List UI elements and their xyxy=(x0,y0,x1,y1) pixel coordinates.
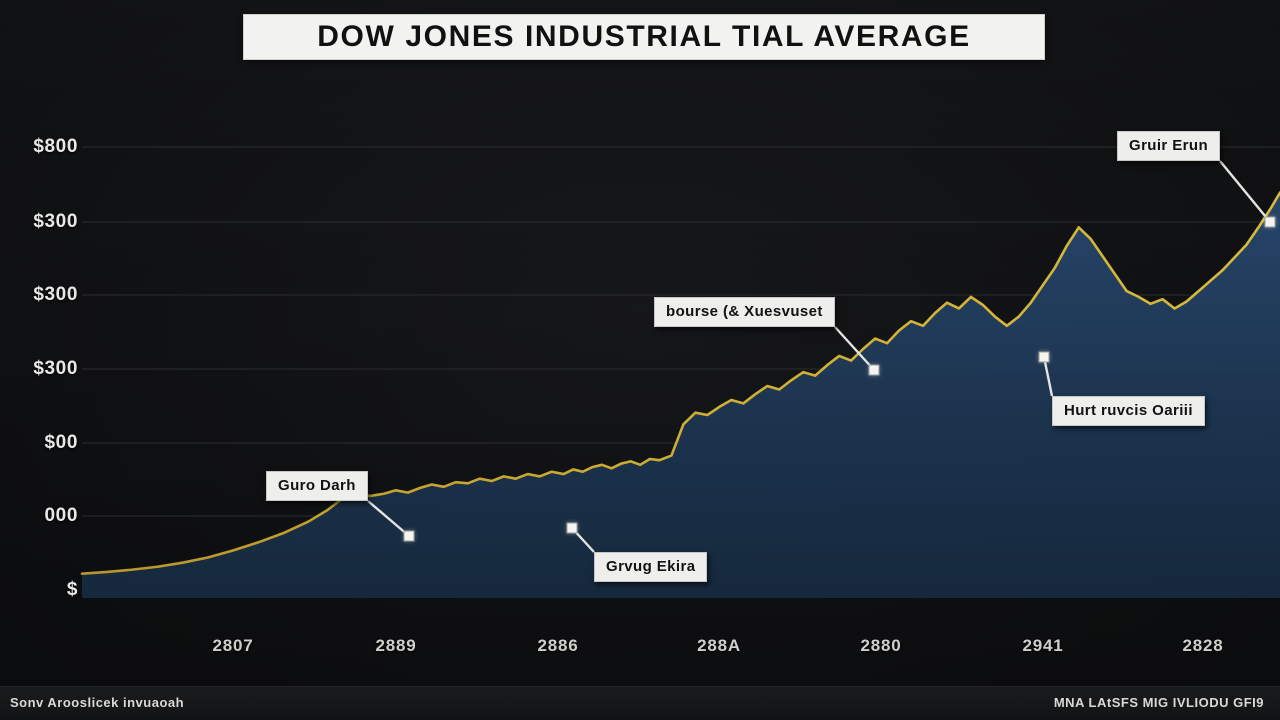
x-axis-tick-label: 2889 xyxy=(375,636,417,655)
area-fill xyxy=(82,192,1280,598)
annotation-hurt-rivals[interactable]: Hurt ruvcis Oariii xyxy=(1052,396,1205,426)
y-axis-tick-label: $300 xyxy=(33,211,78,232)
annotation-gruir-erun[interactable]: Gruir Erun xyxy=(1117,131,1221,161)
footer-source-text: Sonv Arooslicek invuaoah xyxy=(10,695,185,710)
annotation-euro-dark[interactable]: Guro Darh xyxy=(266,471,368,501)
annotation-marker-dot[interactable] xyxy=(868,364,880,376)
x-axis-tick-label: 2886 xyxy=(537,636,579,655)
chart-title-box: DOW JONES INDUSTRIAL TIAL AVERAGE xyxy=(243,14,1045,60)
y-axis-tick-label: $800 xyxy=(33,136,78,157)
y-axis-tick-label: $300 xyxy=(33,284,78,305)
y-axis-tick-label: $300 xyxy=(33,358,78,379)
chart-svg xyxy=(80,146,1280,598)
x-axis-tick-label: 2807 xyxy=(212,636,254,655)
footer-note-text: MNA LAtSFS MIG IVLIODU GFI9 xyxy=(1053,695,1264,710)
x-axis-tick-label: 2941 xyxy=(1022,636,1064,655)
annotation-marker-dot[interactable] xyxy=(566,522,578,534)
footer-bar: Sonv Arooslicek invuaoah MNA LAtSFS MIG … xyxy=(0,686,1280,720)
annotation-bourse[interactable]: bourse (& Xuesvuset xyxy=(654,297,835,327)
y-axis-tick-label: $ xyxy=(66,579,78,600)
annotation-marker-dot[interactable] xyxy=(403,530,415,542)
x-axis-tick-label: 2880 xyxy=(860,636,902,655)
y-axis-tick-label: $00 xyxy=(44,432,78,453)
data-line xyxy=(80,191,1280,575)
annotation-crude-extra[interactable]: Grvug Ekira xyxy=(594,552,708,582)
y-axis-tick-label: 000 xyxy=(44,505,78,526)
annotation-marker-dot[interactable] xyxy=(1038,351,1050,363)
x-axis-tick-label: 2828 xyxy=(1182,636,1224,655)
plot-area xyxy=(80,100,1280,598)
y-axis: $800 $300 $300 $300 $00 000 $ xyxy=(0,0,78,720)
x-axis-tick-label: 288A xyxy=(697,636,741,655)
page-title: DOW JONES INDUSTRIAL TIAL AVERAGE xyxy=(317,20,971,53)
annotation-marker-dot[interactable] xyxy=(1264,216,1276,228)
